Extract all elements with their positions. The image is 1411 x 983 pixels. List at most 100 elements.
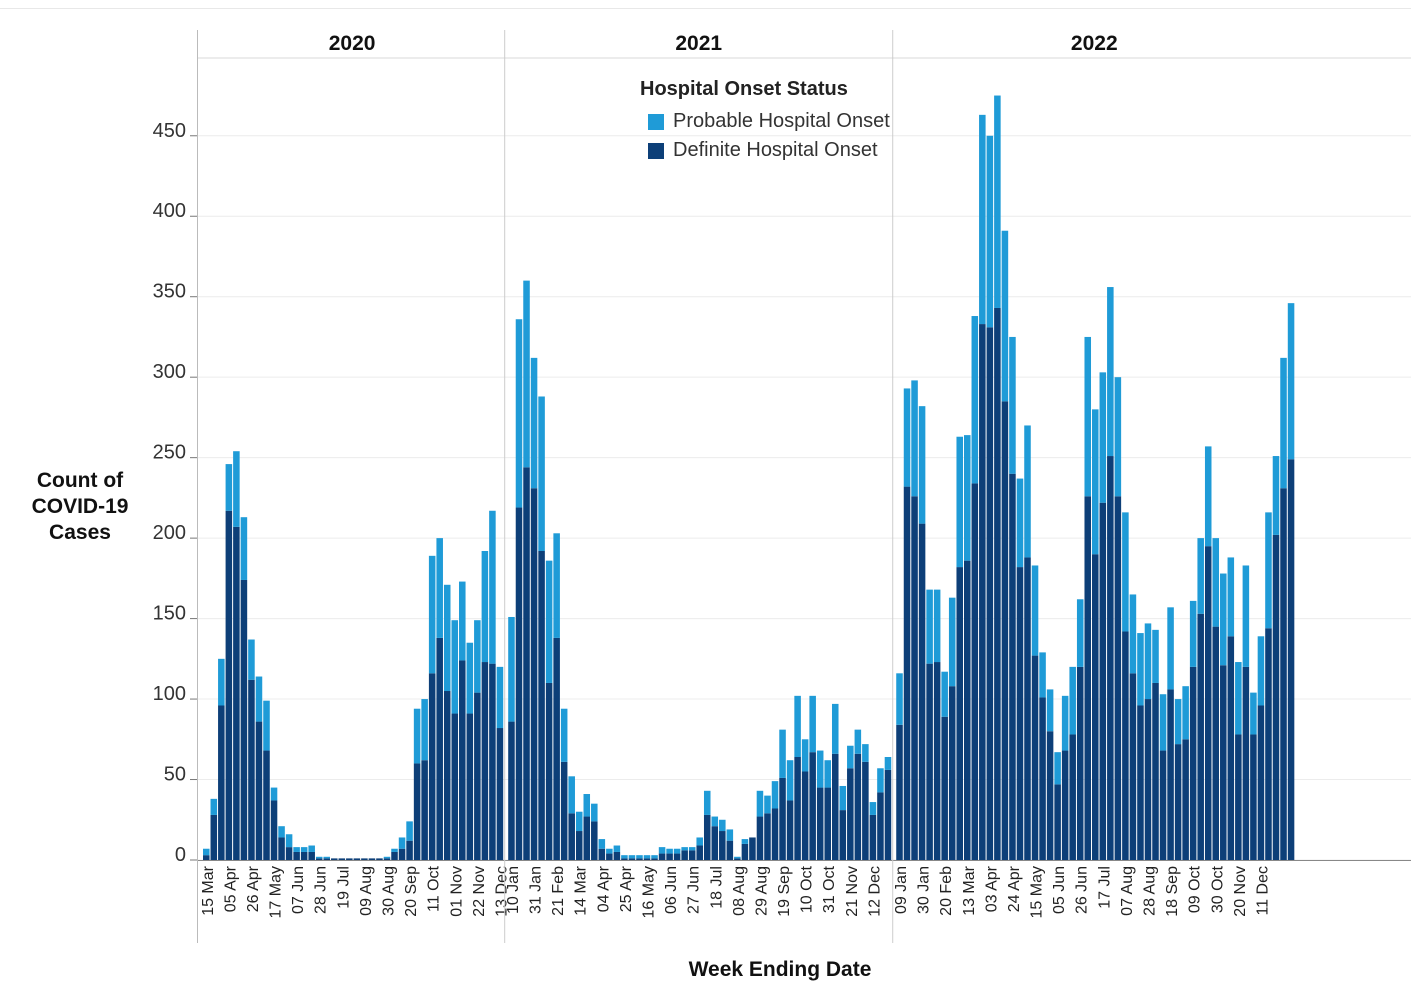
x-tick-label-2022-9: 17 Jul [1096,866,1113,909]
x-tick-label-2021-16: 12 Dec [866,866,883,917]
x-tick-label-2020-5: 28 Jun [313,866,330,914]
bar-definite-2021-23 [681,850,688,860]
bar-probable-2021-50 [884,756,892,770]
bar-probable-2022-47 [1250,692,1257,735]
bar-definite-2022-20 [1046,731,1054,860]
bar-definite-2020-13 [300,851,308,860]
x-tick-label-2020-0: 15 Mar [200,865,217,915]
x-tick-label-2021-11: 29 Aug [753,866,770,916]
bar-definite-2020-26 [398,848,406,860]
bar-probable-2020-0 [203,848,210,856]
bar-probable-2021-27 [711,816,719,827]
bar-probable-2020-4 [233,451,240,527]
bar-definite-2021-28 [719,831,726,860]
x-tick-label-2020-4: 07 Jun [290,866,307,914]
bar-probable-2022-38 [1182,686,1189,740]
legend-swatch-probable [648,113,664,130]
bar-definite-2021-40 [809,752,816,860]
bar-definite-2022-7 [948,686,956,860]
bar-definite-2022-37 [1174,744,1182,860]
x-tick-label-2020-12: 22 Nov [471,866,488,917]
bar-probable-2020-28 [413,708,421,764]
bar-definite-2020-1 [210,814,218,860]
x-tick-label-2022-4: 03 Apr [983,865,1000,912]
bar-definite-2021-35 [771,808,779,860]
bar-definite-2022-42 [1212,626,1220,860]
bar-definite-2022-29 [1114,496,1122,860]
legend[interactable]: Hospital Onset Status Probable Hospital … [640,78,890,165]
bar-probable-2022-21 [1054,752,1061,785]
bar-probable-2021-15 [621,855,628,859]
bar-probable-2020-34 [459,581,466,661]
bar-probable-2020-25 [391,848,398,852]
bar-definite-2021-29 [726,840,734,860]
x-tick-label-2022-7: 05 Jun [1051,866,1068,914]
bar-probable-2021-40 [809,695,816,753]
y-tick-label-150: 150 [153,603,186,625]
bar-probable-2022-10 [971,316,979,484]
bar-probable-2022-18 [1031,565,1039,656]
bar-probable-2022-28 [1107,287,1114,457]
bar-definite-2020-21 [361,858,368,860]
bar-definite-2022-19 [1039,697,1046,860]
bar-definite-2022-15 [1009,473,1016,860]
bar-definite-2021-39 [801,771,809,860]
legend-item-definite[interactable]: Definite Hospital Onset [640,136,890,165]
bar-definite-2021-33 [756,816,764,860]
bar-definite-2022-9 [964,560,971,860]
bar-definite-2020-34 [459,660,466,860]
bar-probable-2020-33 [451,620,459,714]
bar-probable-2022-51 [1280,357,1287,489]
bar-definite-2022-34 [1152,682,1159,860]
bar-definite-2022-33 [1144,699,1152,860]
bar-probable-2021-7 [560,708,568,762]
bar-definite-2022-43 [1220,665,1227,860]
bar-definite-2021-17 [636,858,643,860]
bar-definite-2020-17 [331,858,338,860]
bar-definite-2021-0 [508,721,515,860]
x-tick-label-2021-3: 14 Mar [573,865,590,915]
bar-definite-2021-16 [628,858,636,860]
legend-item-probable[interactable]: Probable Hospital Onset [640,107,890,136]
bar-definite-2020-5 [240,579,248,860]
bar-probable-2022-8 [956,436,963,568]
bar-probable-2021-20 [658,847,666,854]
bar-definite-2021-50 [884,769,892,860]
bar-definite-2021-14 [613,851,621,860]
bar-probable-2021-26 [703,790,711,815]
bar-definite-2021-41 [816,787,824,860]
bar-definite-2022-49 [1265,628,1272,860]
x-tick-label-2021-14: 31 Oct [821,865,838,913]
x-tick-label-2020-3: 17 May [268,866,285,918]
bar-probable-2021-34 [764,795,771,814]
bar-probable-2022-9 [964,435,971,561]
bar-probable-2021-44 [839,785,847,811]
bar-probable-2022-33 [1144,623,1152,700]
bar-definite-2020-15 [315,858,323,860]
bar-definite-2020-39 [496,728,504,860]
bar-definite-2022-8 [956,567,963,860]
y-tick-label-0: 0 [175,844,186,866]
bar-definite-2022-3 [918,523,926,860]
bar-probable-2021-11 [591,803,598,822]
bar-definite-2021-9 [575,831,583,860]
bar-definite-2020-22 [368,858,376,860]
bar-probable-2021-45 [847,745,854,769]
bar-definite-2021-44 [839,810,847,860]
bar-definite-2020-38 [489,663,496,860]
bar-probable-2021-43 [831,703,839,754]
bar-probable-2021-29 [726,829,734,841]
bar-definite-2022-45 [1235,734,1242,860]
bar-definite-2021-37 [786,800,794,860]
top-rule [0,8,1411,9]
bar-definite-2022-40 [1197,613,1204,860]
bar-definite-2021-42 [824,787,831,860]
bar-definite-2021-11 [591,821,598,860]
bar-definite-2021-25 [696,845,703,860]
bar-probable-2021-41 [816,750,824,788]
bar-definite-2020-9 [270,800,278,860]
bar-probable-2020-24 [383,856,391,859]
bar-probable-2021-28 [719,819,726,832]
bar-probable-2020-7 [255,676,263,722]
y-tick-label-50: 50 [164,764,186,786]
